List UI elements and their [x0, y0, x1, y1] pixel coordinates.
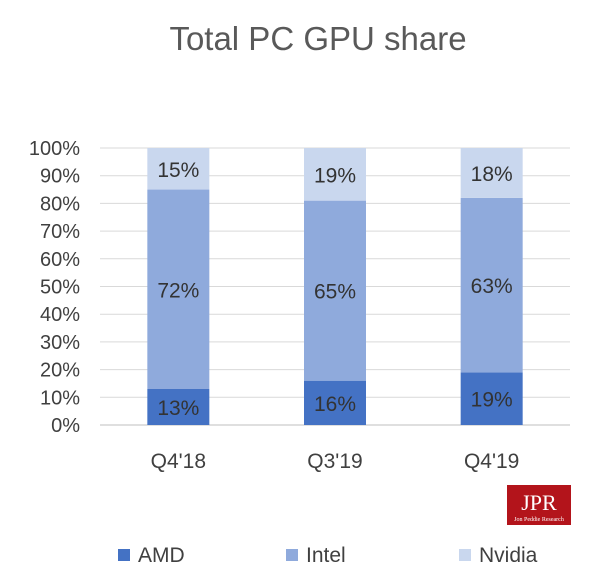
data-label-amd: 19%: [471, 389, 513, 412]
legend-label-intel: Intel: [306, 544, 346, 567]
y-tick-label: 80%: [40, 193, 80, 215]
data-label-amd: 16%: [314, 393, 356, 416]
bar-amd: [304, 380, 366, 425]
bar-intel: [304, 200, 366, 381]
logo-text: JPR: [521, 490, 557, 515]
logo-background: [507, 485, 571, 525]
chart-title: Total PC GPU share: [169, 20, 466, 57]
legend-label-amd: AMD: [138, 544, 185, 567]
bar-intel: [147, 189, 210, 389]
data-label-intel: 65%: [314, 281, 356, 304]
data-label-nvidia: 18%: [471, 163, 513, 186]
x-tick-label: Q4'19: [464, 450, 519, 473]
y-tick-label: 30%: [40, 332, 80, 354]
bar-nvidia: [304, 148, 366, 201]
y-tick-label: 50%: [40, 277, 80, 299]
legend-swatch-nvidia: [459, 549, 471, 561]
data-label-nvidia: 19%: [314, 164, 356, 187]
legend-label-nvidia: Nvidia: [479, 544, 538, 567]
bar-nvidia: [460, 148, 523, 198]
y-tick-label: 20%: [40, 360, 80, 382]
bar-amd: [147, 388, 210, 425]
data-label-amd: 13%: [157, 397, 199, 420]
data-labels: 13% 72% 15% 16% 65% 19% 19% 63% 18%: [157, 159, 512, 420]
data-label-intel: 63%: [471, 275, 513, 298]
x-tick-label: Q4'18: [151, 450, 206, 473]
jpr-logo: JPR Jon Peddie Research: [507, 485, 571, 525]
bar-intel: [460, 197, 523, 373]
y-tick-label: 70%: [40, 221, 80, 243]
x-tick-label: Q3'19: [307, 450, 362, 473]
bar-amd: [460, 372, 523, 425]
legend-swatch-amd: [118, 549, 130, 561]
y-axis-ticks: 0% 10% 20% 30% 40% 50% 60% 70% 80% 90% 100%: [29, 138, 80, 437]
data-label-nvidia: 15%: [157, 159, 199, 182]
bar-nvidia: [147, 148, 210, 190]
data-label-intel: 72%: [157, 279, 199, 302]
y-tick-label: 90%: [40, 166, 80, 188]
y-tick-label: 100%: [29, 138, 80, 160]
legend-swatch-intel: [286, 549, 298, 561]
y-tick-label: 40%: [40, 304, 80, 326]
y-tick-label: 0%: [51, 415, 80, 437]
x-axis-ticks: Q4'18 Q3'19 Q4'19: [151, 450, 520, 473]
bars: [147, 148, 523, 425]
y-tick-label: 10%: [40, 387, 80, 409]
logo-subtext: Jon Peddie Research: [514, 517, 564, 523]
legend: AMD Intel Nvidia: [118, 544, 538, 567]
y-tick-label: 60%: [40, 249, 80, 271]
